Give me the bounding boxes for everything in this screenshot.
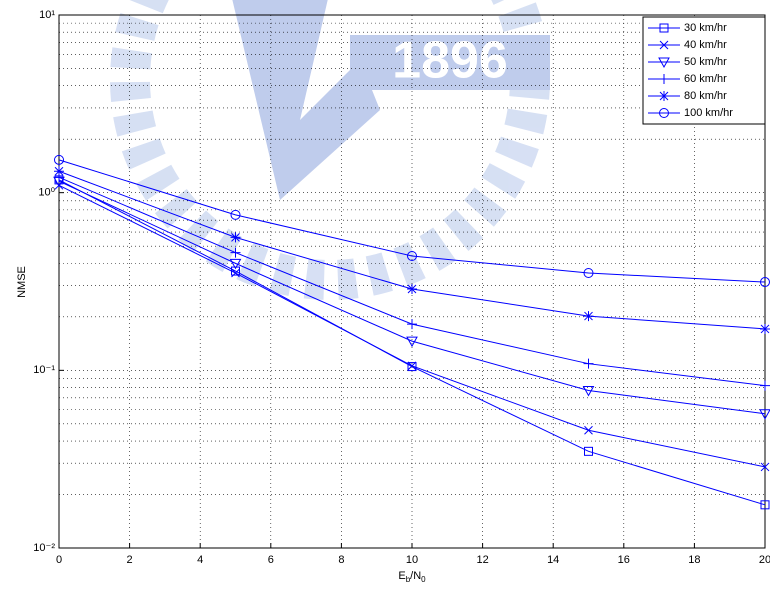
watermark-shape: [230, 0, 380, 200]
series-line: [59, 180, 765, 505]
x-label-part: 0: [421, 575, 426, 584]
marker: [760, 324, 770, 334]
x-tick-label: 0: [56, 554, 62, 566]
x-tick-label: 4: [197, 554, 203, 566]
x-tick-label: 20: [759, 554, 770, 566]
x-tick-label: 8: [338, 554, 344, 566]
x-label-part: /N: [410, 570, 421, 582]
y-tick-label: 10⁰: [38, 187, 55, 199]
legend-label: 50 km/hr: [684, 56, 727, 68]
y-tick-label: 10¹: [39, 9, 55, 21]
x-axis-label: Eb/N0: [398, 570, 426, 584]
x-tick-label: 10: [406, 554, 418, 566]
watermark-text: 1896: [392, 32, 508, 90]
y-tick-label: 10⁻¹: [33, 364, 55, 376]
watermark-logo: 1896: [130, 0, 550, 280]
legend: 30 km/hr 40 km/hr 50 km/hr 60 km/hr 80 km/hr…: [643, 17, 765, 124]
y-tick-label: 10⁻²: [33, 542, 55, 554]
marker: [54, 166, 64, 176]
legend-label: 100 km/hr: [684, 107, 733, 119]
x-tick-label: 12: [476, 554, 488, 566]
chart: 1896 NMSE Eb/N0 0 2 4 6 8 10 12 14 16 18 20 10⁻² 10⁻…: [0, 0, 770, 591]
marker: [659, 91, 669, 101]
legend-label: 80 km/hr: [684, 90, 727, 102]
x-tick-label: 18: [688, 554, 700, 566]
x-tick-label: 6: [268, 554, 274, 566]
marker: [584, 311, 594, 321]
x-tick-label: 16: [618, 554, 630, 566]
legend-label: 30 km/hr: [684, 22, 727, 34]
legend-label: 40 km/hr: [684, 39, 727, 51]
y-axis-label: NMSE: [16, 266, 28, 298]
x-tick-label: 14: [547, 554, 559, 566]
x-tick-label: 2: [127, 554, 133, 566]
legend-label: 60 km/hr: [684, 73, 727, 85]
marker: [231, 232, 241, 242]
x-label-part: E: [398, 570, 405, 582]
marker: [407, 284, 417, 294]
marker: [584, 359, 594, 369]
marker: [585, 426, 593, 434]
marker: [760, 381, 770, 391]
marker: [407, 319, 417, 329]
